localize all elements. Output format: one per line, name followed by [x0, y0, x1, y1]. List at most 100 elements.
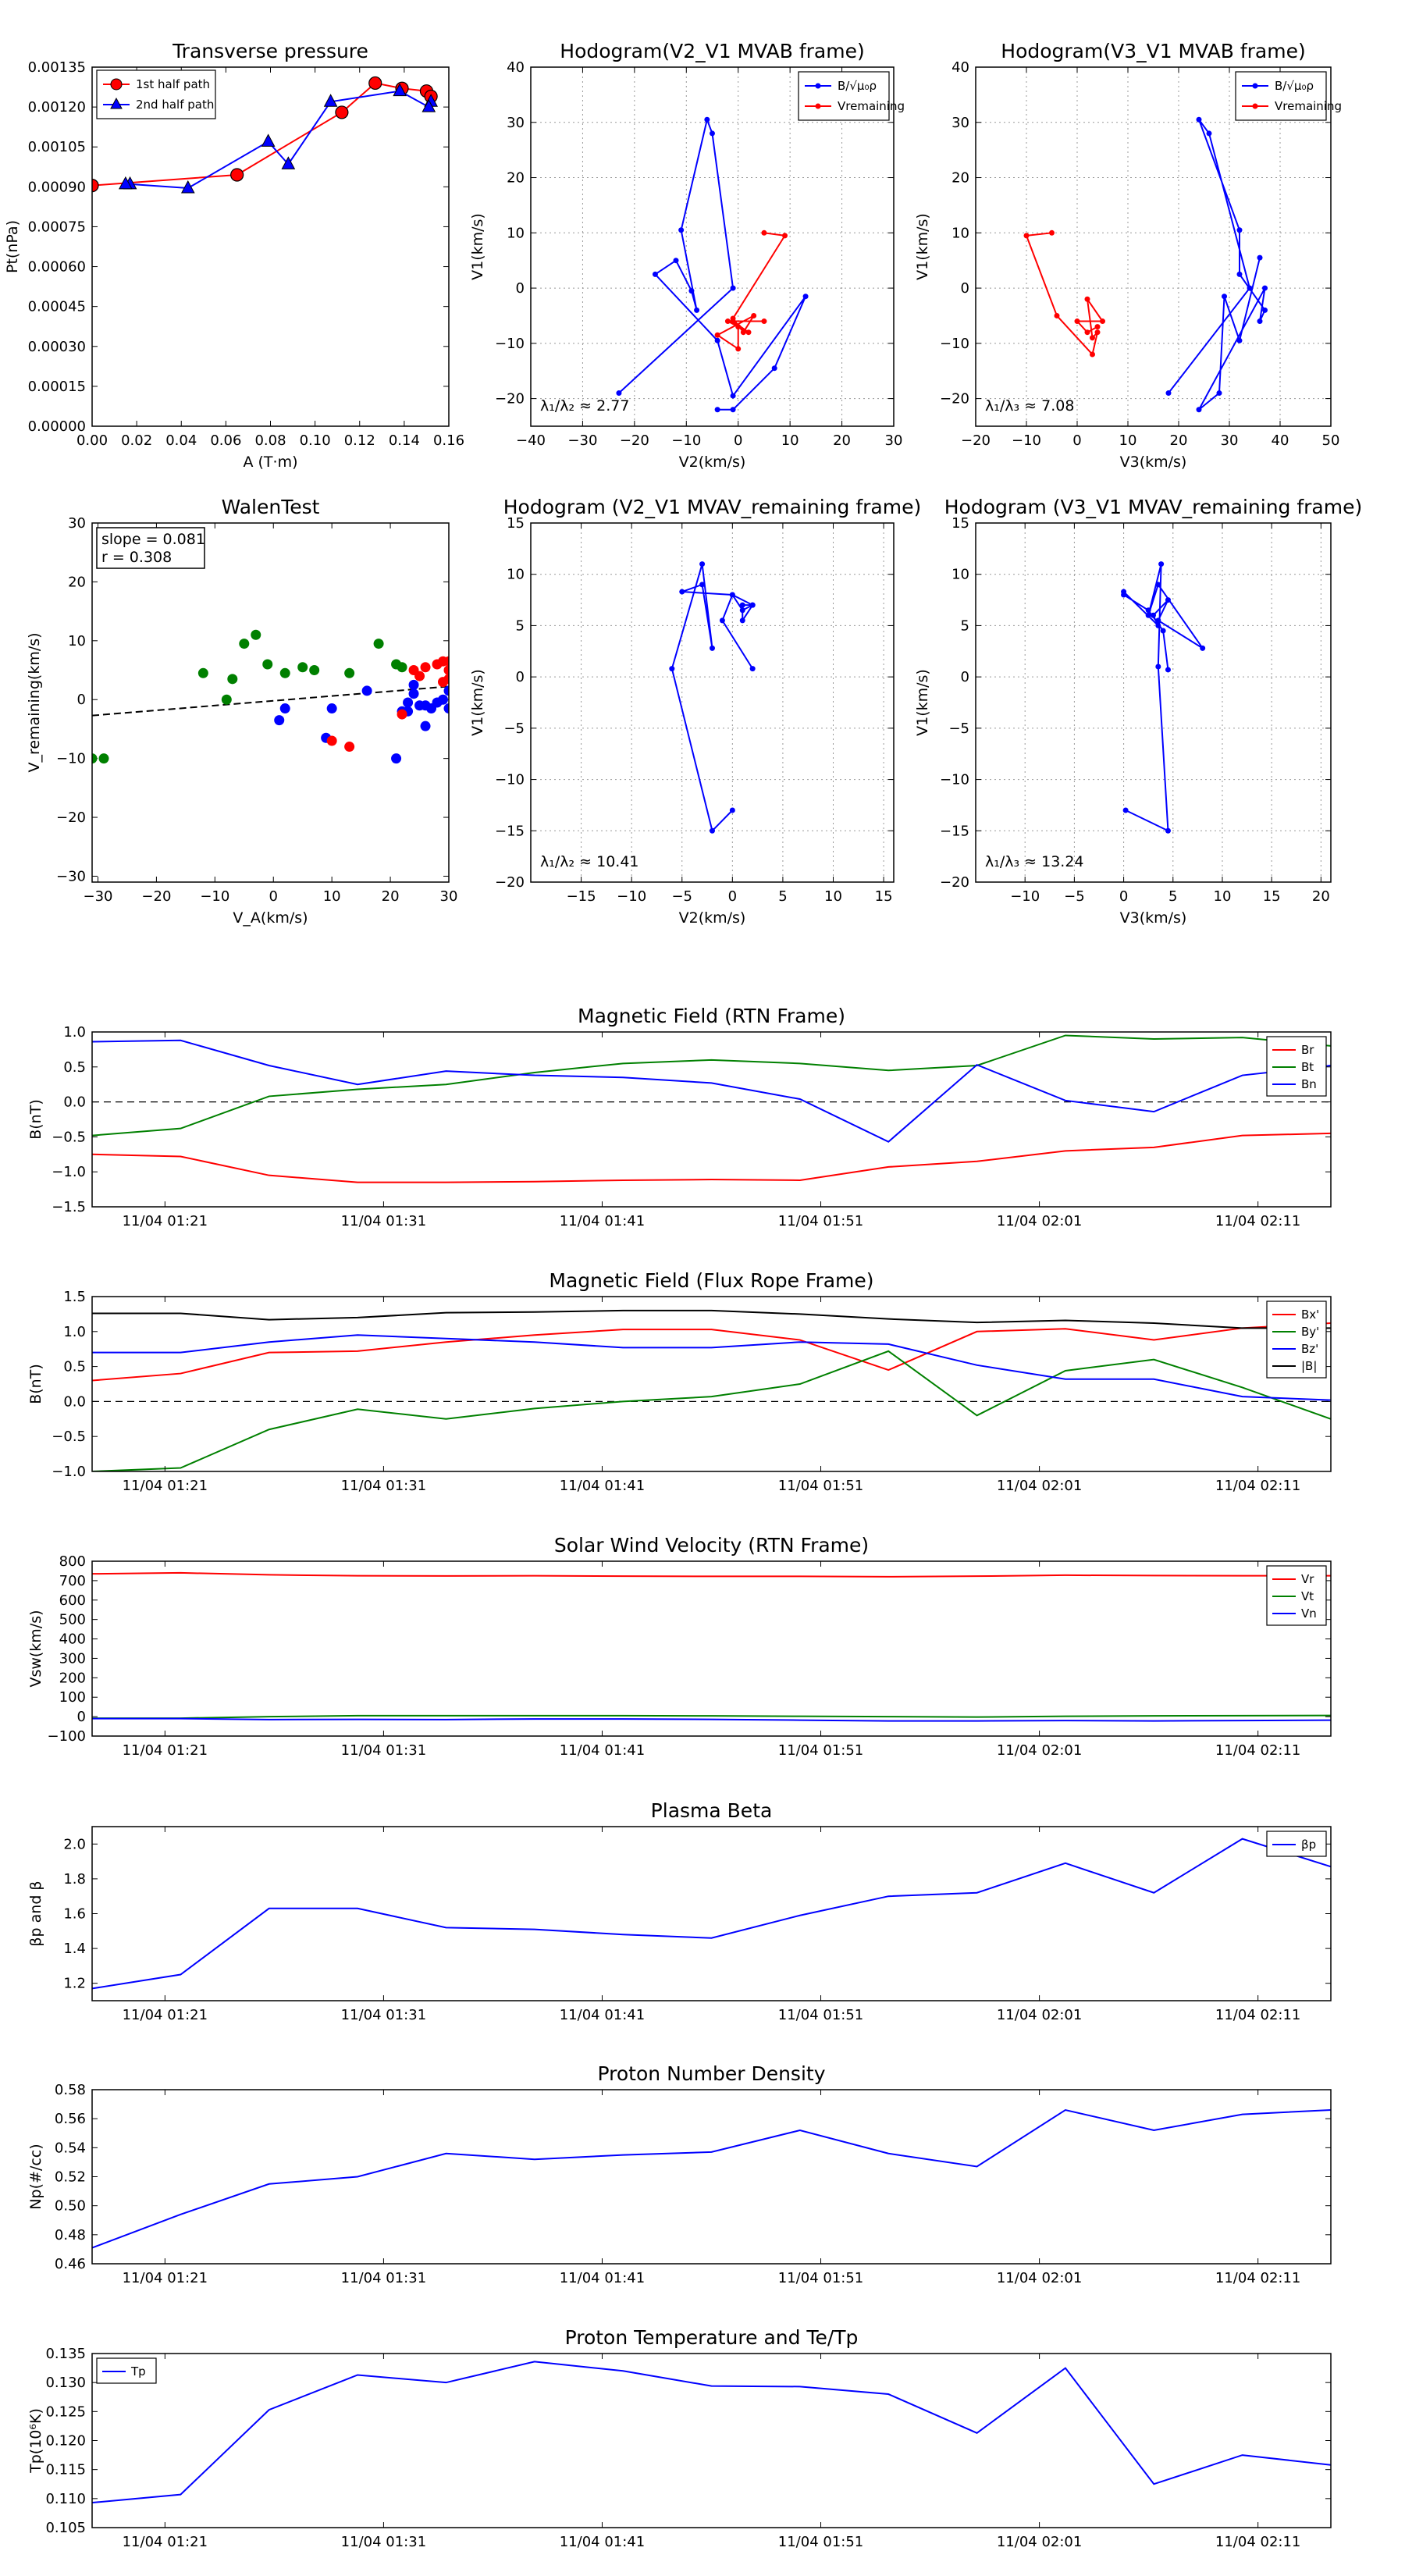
data-point: [1155, 622, 1161, 628]
legend-label: βp: [1301, 1838, 1316, 1852]
y-tick-label: 400: [59, 1631, 86, 1648]
data-point: [335, 105, 349, 119]
x-tick-label: −10: [617, 888, 646, 905]
data-point: [1262, 307, 1268, 313]
chart-title: Transverse pressure: [172, 40, 368, 62]
legend-label: B/√μ₀ρ: [1275, 79, 1314, 93]
y-tick-label: 20: [507, 170, 525, 187]
y-tick-label: 0.00015: [28, 379, 86, 395]
scatter-series-1: [274, 679, 449, 764]
y-tick-label: 0.00000: [28, 418, 86, 435]
x-tick-label: 11/04 01:51: [778, 1742, 863, 1759]
data-point: [197, 667, 208, 678]
x-tick-label: −20: [141, 888, 171, 905]
x-tick-label: −5: [671, 888, 692, 905]
data-point: [326, 735, 337, 746]
y-tick-label: 0.00120: [28, 99, 86, 116]
x-tick-label: 0.06: [210, 432, 241, 449]
data-point: [443, 674, 449, 685]
data-point: [368, 76, 382, 91]
x-tick-label: 11/04 01:51: [778, 2270, 863, 2286]
data-point: [1023, 233, 1030, 239]
scatter-series-2: [326, 656, 449, 753]
legend-marker: [1252, 103, 1258, 109]
data-point: [239, 639, 250, 649]
data-point: [1155, 664, 1161, 670]
y-tick-label: 0.135: [45, 2346, 86, 2362]
fit-annotation-box: [96, 527, 205, 569]
y-tick-label: 40: [507, 59, 525, 76]
chart-title: Plasma Beta: [651, 1799, 773, 1822]
eigen-ratio-label: λ₁/λ₂ ≈ 10.41: [540, 853, 639, 870]
x-tick-label: −10: [671, 432, 701, 449]
legend-label: Vr: [1301, 1572, 1314, 1586]
legend-label: Bt: [1301, 1060, 1314, 1074]
data-point: [761, 318, 767, 325]
y-tick-label: 10: [951, 567, 969, 583]
x-tick-label: 0: [1119, 888, 1128, 905]
y-tick-label: −20: [940, 874, 969, 891]
data-point: [1165, 667, 1171, 673]
legend-label: 2nd half path: [136, 98, 214, 112]
y-tick-label: −10: [495, 772, 525, 788]
data-point: [443, 665, 449, 676]
x-tick-label: 11/04 01:31: [341, 1478, 426, 1494]
x-tick-label: 11/04 01:21: [123, 1478, 208, 1494]
data-point: [262, 659, 273, 670]
y-axis-label: B(nT): [27, 1364, 44, 1404]
data-point: [1247, 285, 1253, 291]
data-point: [694, 307, 700, 313]
x-tick-label: −40: [516, 432, 546, 449]
fit-annotation: r = 0.308: [101, 549, 172, 566]
y-tick-label: 0.00135: [28, 59, 86, 76]
chart-walen: −30 −20 −10 0 10 20 30 −30 −20 −10 0 10 20 30 WalenTes…: [26, 496, 457, 927]
y-tick-label: 0.00105: [28, 139, 86, 155]
chart-title: Proton Temperature and Te/Tp: [565, 2326, 859, 2349]
x-tick-label: 30: [885, 432, 903, 449]
x-tick-label: 11/04 02:01: [997, 1213, 1082, 1229]
y-tick-label: −5: [503, 720, 525, 737]
y-tick-label: 0.00030: [28, 339, 86, 355]
data-point: [1236, 337, 1243, 343]
data-point: [1257, 254, 1263, 261]
x-tick-label: −5: [1064, 888, 1085, 905]
data-point: [274, 715, 285, 726]
eigen-ratio-label: λ₁/λ₃ ≈ 7.08: [985, 397, 1074, 415]
data-point: [297, 662, 308, 673]
data-point: [1054, 312, 1060, 318]
x-tick-label: 11/04 01:31: [341, 2534, 426, 2550]
data-point: [1100, 318, 1105, 325]
series-line: [670, 564, 754, 833]
x-tick-label: 11/04 01:21: [123, 2270, 208, 2286]
x-tick-label: 11/04 02:11: [1215, 2007, 1300, 2023]
y-tick-label: −10: [495, 336, 525, 352]
y-tick-label: −1.0: [52, 1464, 86, 1480]
x-tick-label: 11/04 02:01: [997, 2007, 1082, 2023]
data-point: [344, 667, 355, 678]
y-tick-label: 15: [507, 515, 525, 532]
data-point: [616, 390, 622, 397]
y-tick-label: −15: [940, 823, 969, 839]
data-point: [309, 665, 320, 676]
x-tick-label: 30: [1221, 432, 1239, 449]
data-point: [180, 180, 195, 194]
data-point: [1236, 227, 1243, 233]
y-tick-label: 0: [961, 280, 969, 297]
y-tick-label: 0.46: [55, 2256, 86, 2272]
chart-vsw: 11/04 01:21 11/04 01:31 11/04 01:41 11/04 0…: [27, 1534, 1332, 1759]
y-tick-label: 0.130: [45, 2375, 86, 2391]
x-tick-label: −15: [567, 888, 596, 905]
x-tick-label: 0: [728, 888, 737, 905]
data-point: [1222, 294, 1227, 300]
x-tick-label: 15: [875, 888, 893, 905]
data-point: [326, 703, 337, 714]
y-tick-label: 0.54: [55, 2140, 86, 2156]
data-point: [739, 602, 745, 608]
y-tick-label: 0.00075: [28, 219, 86, 235]
legend-label: Vn: [1301, 1606, 1317, 1621]
data-point: [1094, 324, 1101, 330]
x-tick-label: 40: [1272, 432, 1289, 449]
y-tick-label: 30: [951, 115, 969, 131]
data-point: [373, 639, 384, 649]
